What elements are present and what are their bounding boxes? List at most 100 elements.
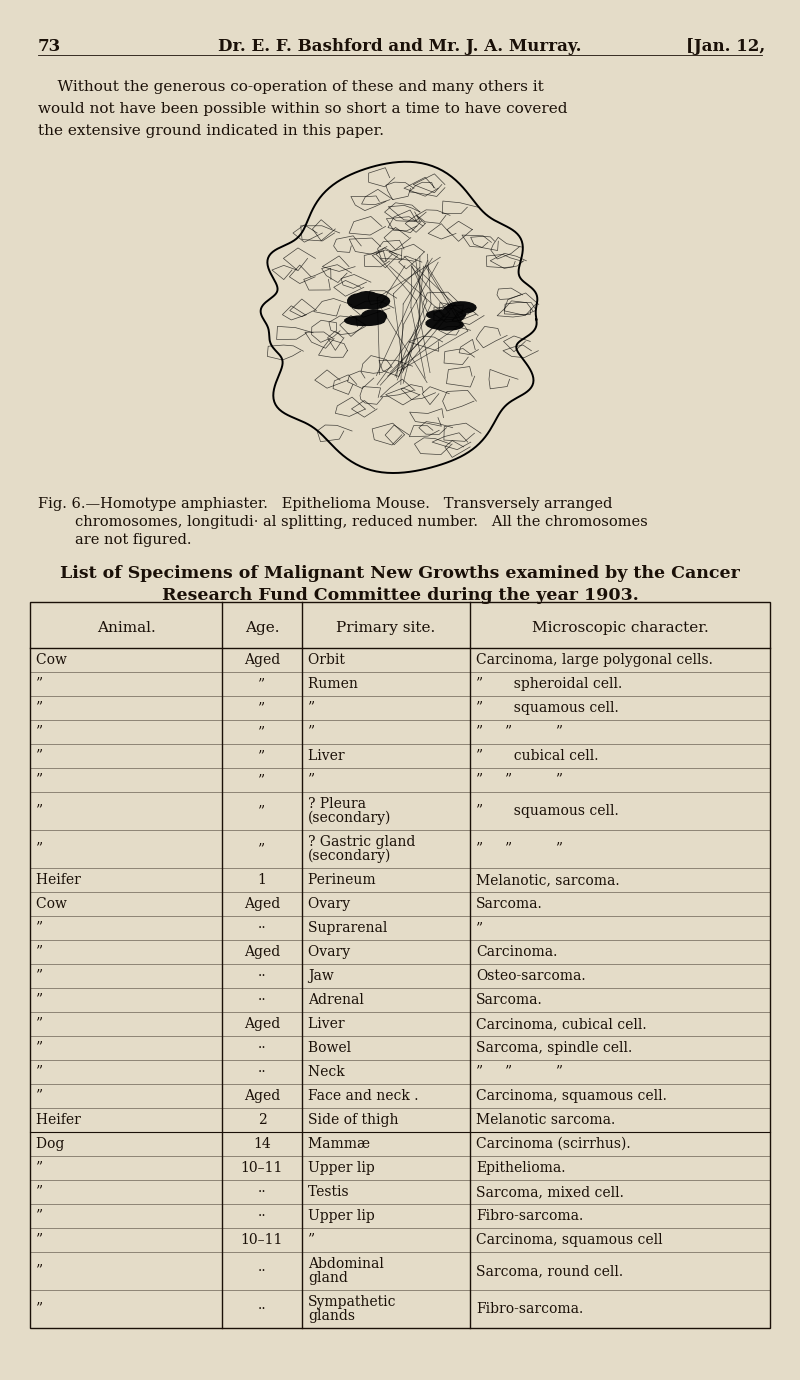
Text: Primary site.: Primary site. bbox=[336, 621, 436, 635]
Text: are not figured.: are not figured. bbox=[38, 533, 191, 546]
Text: ”: ” bbox=[36, 773, 100, 787]
Text: Ovary: Ovary bbox=[308, 897, 385, 911]
Text: ”     ”          ”: ” ” ” bbox=[476, 773, 563, 787]
Text: ”: ” bbox=[258, 805, 266, 818]
Text: Carcinoma, large polygonal cells.: Carcinoma, large polygonal cells. bbox=[476, 653, 713, 667]
Text: Neck: Neck bbox=[308, 1065, 384, 1079]
Text: the extensive ground indicated in this paper.: the extensive ground indicated in this p… bbox=[38, 124, 384, 138]
Text: ”: ” bbox=[36, 805, 100, 818]
Text: Aged: Aged bbox=[244, 945, 280, 959]
Text: ”: ” bbox=[36, 945, 100, 959]
Text: Cow: Cow bbox=[36, 897, 124, 911]
Polygon shape bbox=[432, 320, 463, 330]
Polygon shape bbox=[350, 299, 374, 308]
Polygon shape bbox=[348, 294, 371, 309]
Text: Upper lip: Upper lip bbox=[308, 1209, 397, 1223]
Text: Aged: Aged bbox=[244, 897, 280, 911]
Text: Carcinoma, squamous cell: Carcinoma, squamous cell bbox=[476, 1232, 662, 1248]
Text: ”     ”          ”: ” ” ” bbox=[476, 724, 563, 740]
Text: Aged: Aged bbox=[244, 653, 280, 667]
Text: ? Pleura: ? Pleura bbox=[308, 798, 366, 811]
Text: ”: ” bbox=[36, 969, 100, 983]
Text: ”: ” bbox=[476, 920, 483, 936]
Text: ”: ” bbox=[36, 1041, 100, 1054]
Text: Without the generous co-operation of these and many others it: Without the generous co-operation of the… bbox=[38, 80, 544, 94]
Text: ”: ” bbox=[36, 994, 100, 1007]
Text: Osteo-sarcoma.: Osteo-sarcoma. bbox=[476, 969, 586, 983]
Text: ··: ·· bbox=[258, 1041, 266, 1054]
Text: Melanotic sarcoma.: Melanotic sarcoma. bbox=[476, 1114, 615, 1127]
Text: ”     ”          ”: ” ” ” bbox=[476, 1065, 563, 1079]
Text: Adrenal: Adrenal bbox=[308, 994, 386, 1007]
Text: ”: ” bbox=[36, 1185, 100, 1199]
Text: Carcinoma (scirrhus).: Carcinoma (scirrhus). bbox=[476, 1137, 630, 1151]
Text: ”: ” bbox=[36, 1264, 100, 1278]
Text: Animal.: Animal. bbox=[97, 621, 155, 635]
Text: ··: ·· bbox=[258, 920, 266, 936]
Polygon shape bbox=[426, 317, 462, 330]
Text: ··: ·· bbox=[258, 1209, 266, 1223]
Text: ”: ” bbox=[36, 1301, 100, 1317]
Text: Liver: Liver bbox=[308, 1017, 380, 1031]
Text: Epithelioma.: Epithelioma. bbox=[476, 1161, 566, 1174]
Text: ”       cubical cell.: ” cubical cell. bbox=[476, 749, 598, 763]
Text: ”: ” bbox=[258, 773, 266, 787]
Text: Aged: Aged bbox=[244, 1089, 280, 1103]
Text: ”: ” bbox=[36, 724, 100, 740]
Text: ”: ” bbox=[36, 1089, 100, 1103]
Text: would not have been possible within so short a time to have covered: would not have been possible within so s… bbox=[38, 102, 567, 116]
Text: Dr. E. F. Bashford and Mr. J. A. Murray.: Dr. E. F. Bashford and Mr. J. A. Murray. bbox=[218, 39, 582, 55]
Text: (secondary): (secondary) bbox=[308, 849, 391, 864]
Text: Liver: Liver bbox=[308, 749, 380, 763]
Text: Perineum: Perineum bbox=[308, 874, 393, 887]
Text: ”: ” bbox=[308, 724, 354, 740]
Text: ”: ” bbox=[36, 842, 100, 856]
Text: Heifer: Heifer bbox=[36, 874, 120, 887]
Text: Research Fund Committee during the year 1903.: Research Fund Committee during the year … bbox=[162, 586, 638, 604]
Text: Face and neck .: Face and neck . bbox=[308, 1089, 418, 1103]
Polygon shape bbox=[362, 309, 386, 323]
Polygon shape bbox=[442, 305, 466, 322]
Text: Sympathetic: Sympathetic bbox=[308, 1294, 397, 1310]
Text: ··: ·· bbox=[258, 1065, 266, 1079]
Text: Carcinoma, squamous cell.: Carcinoma, squamous cell. bbox=[476, 1089, 667, 1103]
Text: ”: ” bbox=[36, 1017, 100, 1031]
Text: Ovary: Ovary bbox=[308, 945, 385, 959]
Text: Sarcoma.: Sarcoma. bbox=[476, 994, 542, 1007]
Text: ”: ” bbox=[308, 1232, 363, 1248]
Text: Melanotic, sarcoma.: Melanotic, sarcoma. bbox=[476, 874, 620, 887]
Text: Microscopic character.: Microscopic character. bbox=[532, 621, 708, 635]
Text: ··: ·· bbox=[258, 1185, 266, 1199]
Text: ? Gastric gland: ? Gastric gland bbox=[308, 835, 415, 849]
Text: 1: 1 bbox=[258, 874, 266, 887]
Text: ”: ” bbox=[36, 749, 100, 763]
Text: [Jan. 12,: [Jan. 12, bbox=[686, 39, 765, 55]
Text: ”: ” bbox=[36, 678, 100, 691]
Text: ”: ” bbox=[36, 1065, 100, 1079]
Text: ··: ·· bbox=[258, 1301, 266, 1317]
Text: (secondary): (secondary) bbox=[308, 811, 391, 825]
Text: Suprarenal: Suprarenal bbox=[308, 920, 405, 936]
Text: Dog: Dog bbox=[36, 1137, 122, 1151]
Text: Sarcoma, spindle cell.: Sarcoma, spindle cell. bbox=[476, 1041, 632, 1054]
Text: Upper lip: Upper lip bbox=[308, 1161, 397, 1174]
Bar bbox=[30, 602, 770, 1328]
Text: glands: glands bbox=[308, 1310, 355, 1323]
Polygon shape bbox=[427, 310, 466, 320]
Text: ”: ” bbox=[308, 773, 354, 787]
Text: ··: ·· bbox=[258, 1264, 266, 1278]
Text: ”: ” bbox=[36, 1161, 100, 1174]
Text: 73: 73 bbox=[38, 39, 62, 55]
Text: 10–11: 10–11 bbox=[241, 1232, 283, 1248]
Text: ”       spheroidal cell.: ” spheroidal cell. bbox=[476, 678, 622, 691]
Text: Carcinoma.: Carcinoma. bbox=[476, 945, 558, 959]
Text: Fig. 6.—Homotype amphiaster.   Epithelioma Mouse.   Transversely arranged: Fig. 6.—Homotype amphiaster. Epithelioma… bbox=[38, 497, 612, 511]
Polygon shape bbox=[447, 302, 476, 313]
Text: Jaw: Jaw bbox=[308, 969, 378, 983]
Text: Carcinoma, cubical cell.: Carcinoma, cubical cell. bbox=[476, 1017, 646, 1031]
Text: Fibro-sarcoma.: Fibro-sarcoma. bbox=[476, 1301, 583, 1317]
Text: ”: ” bbox=[308, 701, 354, 715]
Text: Heifer: Heifer bbox=[36, 1114, 120, 1127]
Text: ”: ” bbox=[258, 678, 266, 691]
Text: 14: 14 bbox=[253, 1137, 271, 1151]
